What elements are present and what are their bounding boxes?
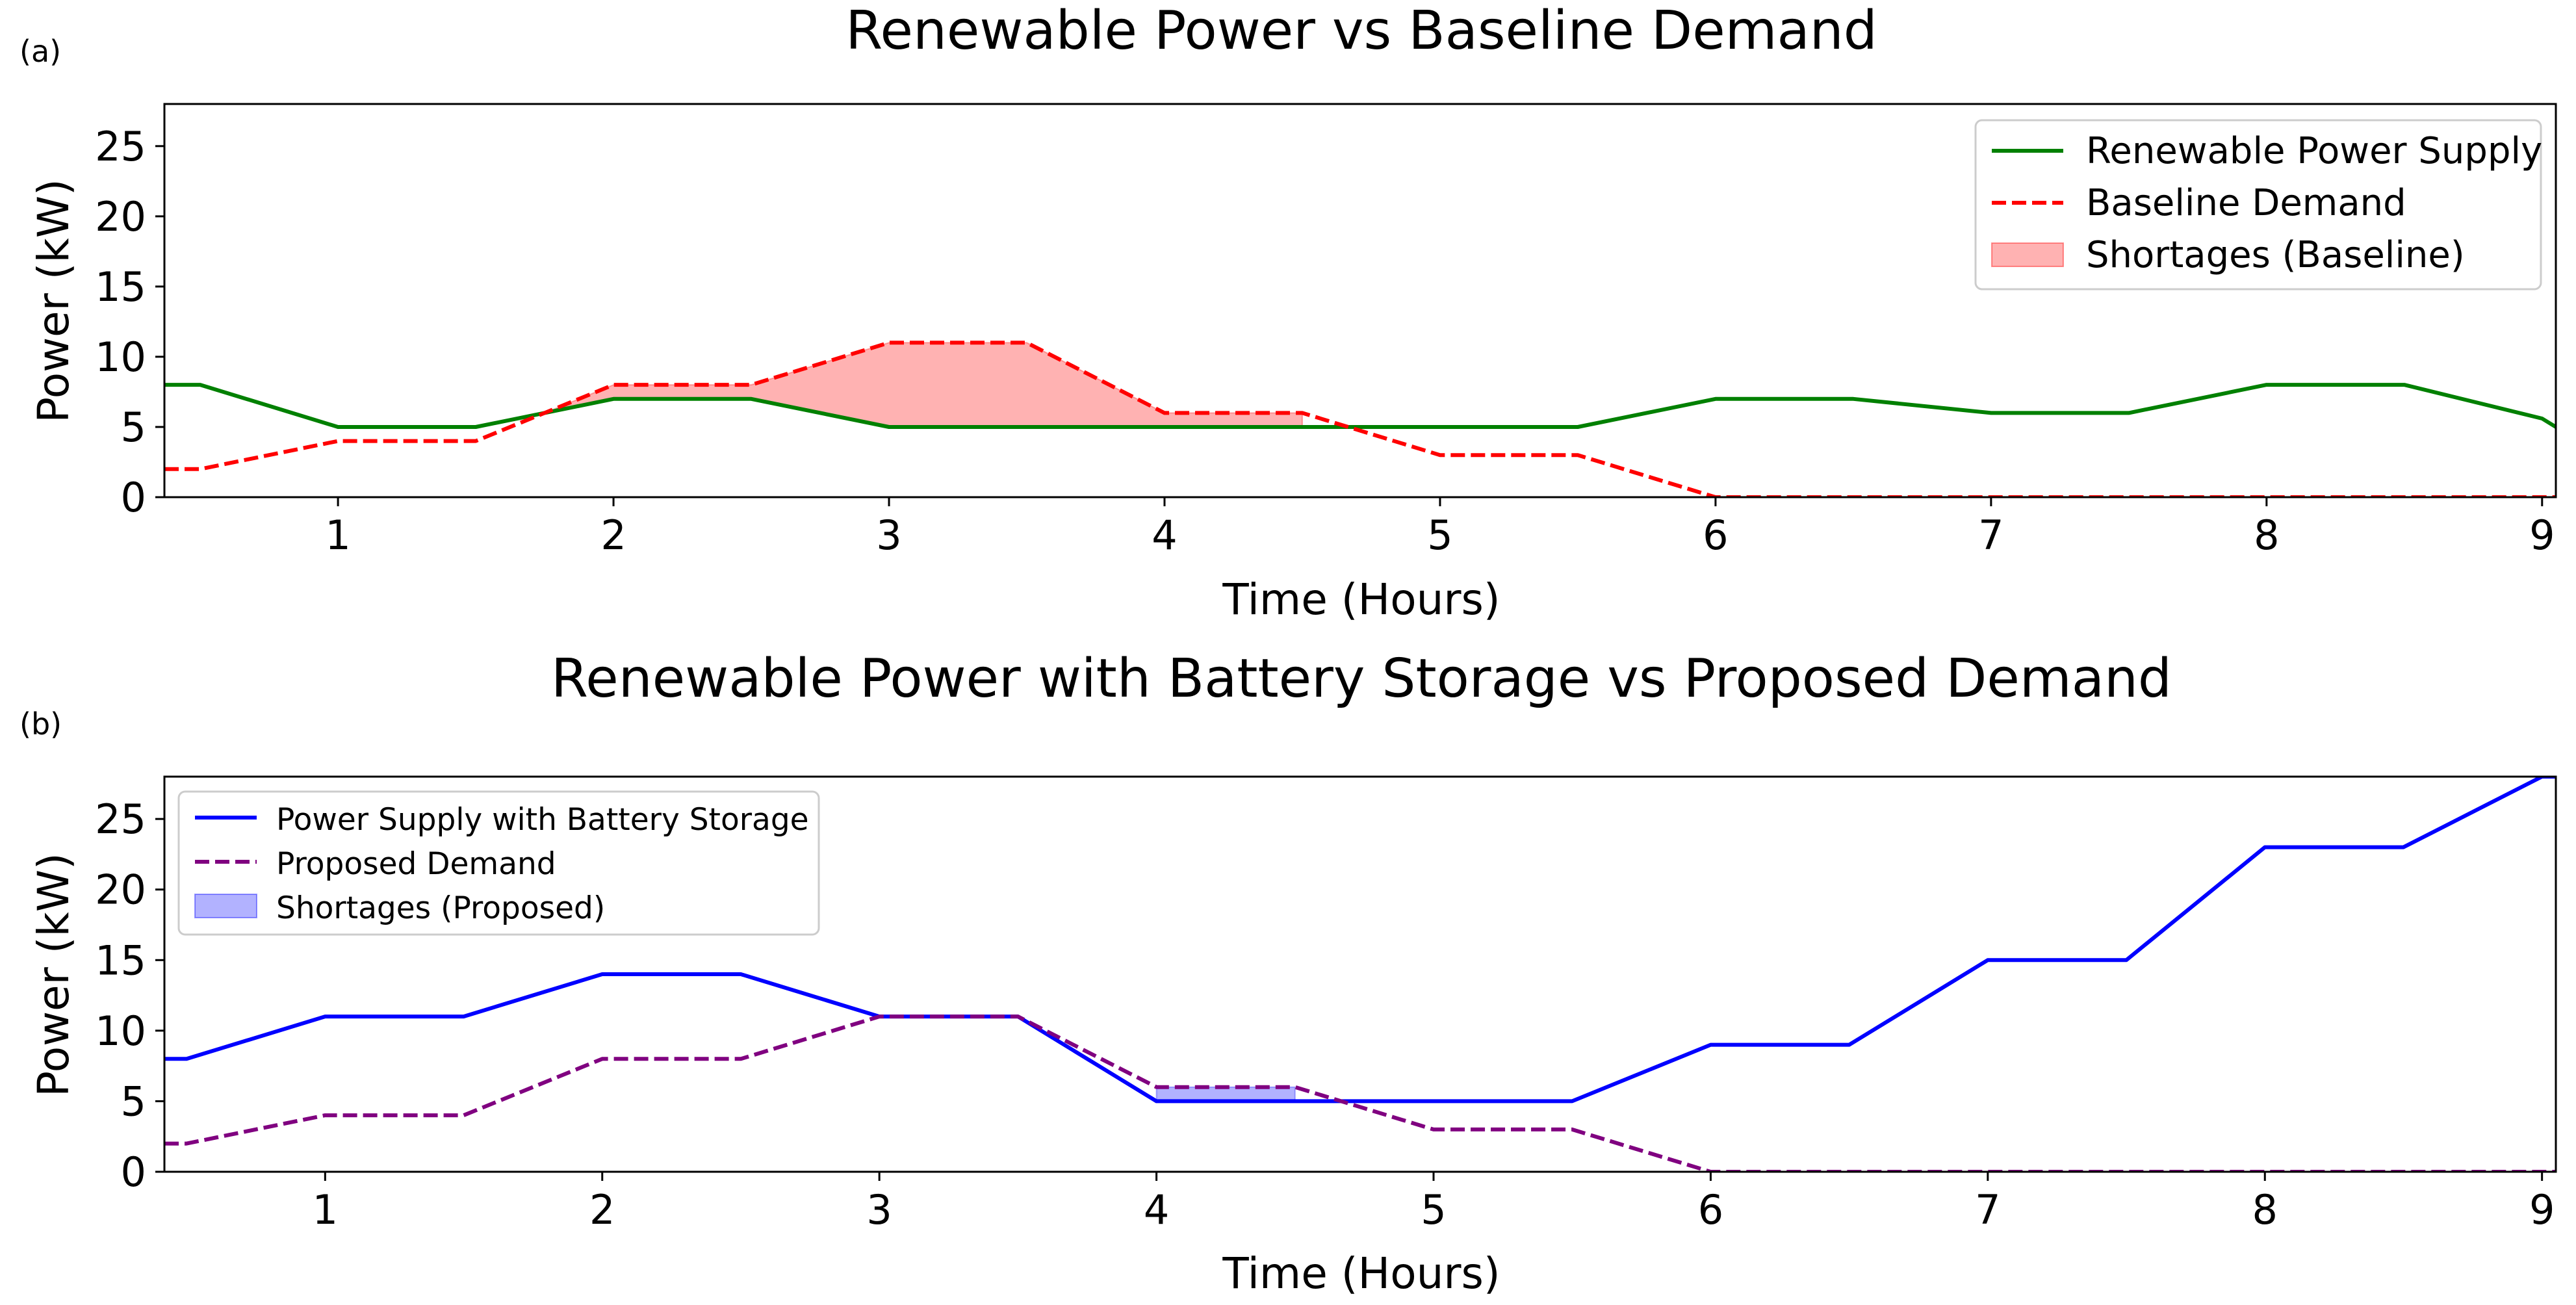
panel-a-legend-label: Renewable Power Supply	[2086, 130, 2542, 172]
panel-a-title: Renewable Power vs Baseline Demand	[845, 0, 1877, 62]
panel-a-legend-key-shortage	[1991, 242, 2064, 267]
panel-b: (b) Renewable Power with Battery Storage…	[19, 648, 2557, 1299]
panel-a-y-tick-label: 5	[121, 404, 146, 451]
panel-a-plot-frame	[163, 103, 2557, 498]
panel-b-title: Renewable Power with Battery Storage vs …	[551, 648, 2172, 710]
panel-b-y-axis-label: Power (kW)	[29, 853, 79, 1097]
panel-a-line-supply	[164, 383, 2556, 429]
panel-a-y-tick-label: 0	[121, 474, 146, 521]
panel-a-x-tick-label: 2	[600, 511, 626, 559]
panel-b-y-tick-label: 5	[121, 1078, 146, 1125]
panel-a-x-tick-label: 3	[876, 511, 901, 559]
panel-b-y-tick-label: 10	[95, 1007, 146, 1055]
panel-b-x-tick-label: 8	[2252, 1186, 2278, 1234]
panel-b-x-tick-label: 4	[1144, 1186, 1169, 1234]
panel-a-legend-box	[1974, 119, 2542, 291]
panel-a-y-tick-label: 10	[95, 333, 146, 381]
panel-b-legend-label: Shortages (Proposed)	[276, 890, 605, 926]
panel-b-x-axis-label: Time (Hours)	[1222, 1248, 1500, 1299]
panel-b-legend-box	[177, 790, 820, 936]
panel-b-x-tick-label: 3	[866, 1186, 892, 1234]
panel-b-legend: Power Supply with Battery Storage Propose…	[177, 790, 820, 936]
panel-a-x-tick-label: 9	[2529, 511, 2555, 559]
panel-a-x-tick-label: 5	[1427, 511, 1452, 559]
panel-b-shortage-area	[1155, 1086, 1296, 1102]
panel-a: (a) Renewable Power vs Baseline Demand 1…	[19, 0, 2557, 625]
panel-b-legend-label: Power Supply with Battery Storage	[276, 802, 809, 838]
panel-b-line-demand	[164, 1014, 2556, 1172]
panel-a-line-demand	[164, 341, 2556, 497]
panel-b-x-tick-label: 7	[1975, 1186, 2000, 1234]
panel-a-y-tick-label: 15	[95, 263, 146, 311]
panel-a-x-tick-label: 8	[2254, 511, 2279, 559]
panel-a-legend-label: Baseline Demand	[2086, 182, 2406, 224]
panel-b-y-tick-label: 25	[95, 795, 146, 843]
panel-a-x-tick-label: 4	[1152, 511, 1177, 559]
panel-b-legend-key-shortage	[194, 894, 257, 918]
panel-b-x-tick-label: 5	[1421, 1186, 1446, 1234]
panel-b-label: (b)	[19, 706, 62, 742]
panel-a-x-tick-label: 7	[1978, 511, 2003, 559]
panel-b-x-tick-label: 9	[2529, 1186, 2555, 1234]
panel-a-legend-label: Shortages (Baseline)	[2086, 234, 2465, 276]
panel-b-y-tick-label: 20	[95, 866, 146, 914]
panel-a-legend: Renewable Power Supply Baseline Demand Sho…	[1974, 119, 2542, 291]
panel-b-plot-frame	[163, 775, 2557, 1173]
panel-a-x-tick-label: 1	[325, 511, 350, 559]
panel-b-line-supply	[164, 777, 2556, 1104]
panel-a-y-tick-label: 25	[95, 123, 146, 170]
panel-b-y-tick-label: 15	[95, 937, 146, 984]
panel-b-x-tick-label: 1	[313, 1186, 338, 1234]
panel-b-x-tick-label: 6	[1698, 1186, 1723, 1234]
panel-a-x-axis-label: Time (Hours)	[1222, 575, 1500, 625]
panel-b-y-tick-label: 0	[121, 1148, 146, 1196]
panel-a-y-axis-label: Power (kW)	[29, 179, 79, 423]
panel-b-legend-label: Proposed Demand	[276, 846, 556, 882]
panel-b-x-tick-label: 2	[589, 1186, 615, 1234]
panel-a-x-tick-label: 6	[1703, 511, 1728, 559]
panel-a-label: (a)	[19, 34, 61, 69]
panel-a-y-tick-label: 20	[95, 193, 146, 240]
